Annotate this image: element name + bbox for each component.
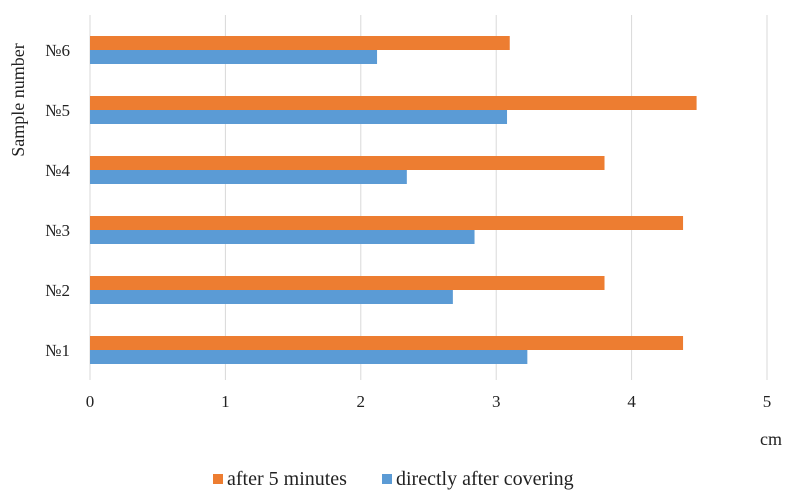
bar-after-5-minutes-6 [90,36,510,50]
bar-after-5-minutes-3 [90,216,684,230]
bars [90,36,697,364]
gridlines [89,15,768,380]
legend-label-after-5-minutes: after 5 minutes [227,468,347,490]
x-tick-label: 3 [492,392,501,411]
y-category-labels: №1 №2 №3 №4 №5 №6 [45,41,70,360]
bar-directly-after-covering-2 [90,290,453,304]
legend-swatch-directly-after-covering [382,474,392,484]
x-tick-labels: 0 1 2 3 4 5 [86,392,772,411]
y-category-label: №5 [45,101,70,120]
x-axis-title: cm [760,429,782,449]
bar-directly-after-covering-6 [90,50,378,64]
x-tick-label: 0 [86,392,95,411]
bar-directly-after-covering-5 [90,110,508,124]
bar-after-5-minutes-4 [90,156,605,170]
y-category-label: №6 [45,41,70,60]
bar-after-5-minutes-1 [90,336,684,350]
x-tick-label: 2 [357,392,366,411]
y-category-label: №2 [45,281,70,300]
legend-swatch-after-5-minutes [213,474,223,484]
y-axis-title: Sample number [8,43,28,156]
y-category-label: №3 [45,221,70,240]
bar-directly-after-covering-1 [90,350,528,364]
x-tick-label: 4 [627,392,636,411]
x-tick-label: 1 [221,392,230,411]
x-tick-label: 5 [763,392,772,411]
bar-after-5-minutes-5 [90,96,697,110]
y-category-label: №1 [45,341,70,360]
bar-directly-after-covering-3 [90,230,475,244]
legend: after 5 minutes directly after covering [213,468,574,490]
y-category-label: №4 [45,161,70,180]
bar-after-5-minutes-2 [90,276,605,290]
legend-label-directly-after-covering: directly after covering [396,468,574,490]
bar-directly-after-covering-4 [90,170,407,184]
